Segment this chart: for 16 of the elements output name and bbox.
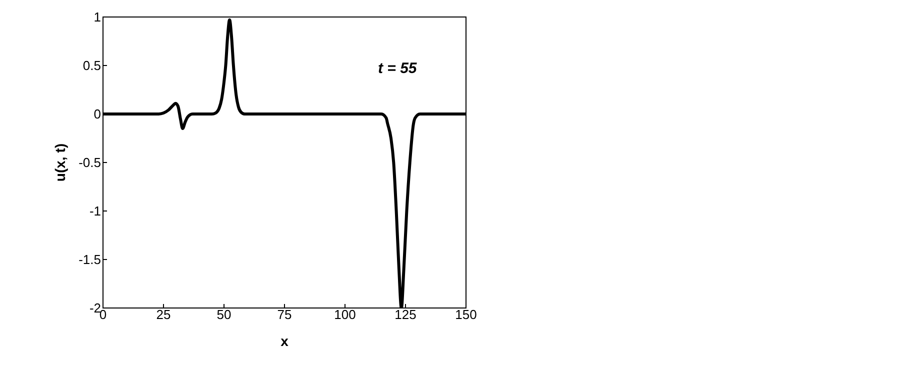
x-tick-label: 75 — [277, 307, 292, 322]
y-tick-label: 0 — [94, 106, 101, 122]
y-tick-label: 0.5 — [82, 58, 101, 74]
y-tick-label: -1.5 — [78, 252, 101, 268]
x-tick-label: 100 — [334, 307, 356, 322]
x-axis-title: x — [280, 333, 289, 349]
y-axis-title: u(x, t) — [52, 143, 68, 182]
y-tick-label: 1 — [94, 10, 101, 25]
x-tick-label: 125 — [394, 307, 416, 322]
y-tick-label: -0.5 — [78, 155, 101, 170]
x-tick-label: 150 — [455, 307, 477, 322]
x-tick-label: 50 — [216, 307, 232, 322]
y-tick-label: -1 — [89, 204, 101, 219]
x-tick-label: 25 — [156, 307, 171, 322]
annotation: t = 55 — [378, 60, 417, 77]
y-tick-label: -2 — [89, 300, 101, 316]
